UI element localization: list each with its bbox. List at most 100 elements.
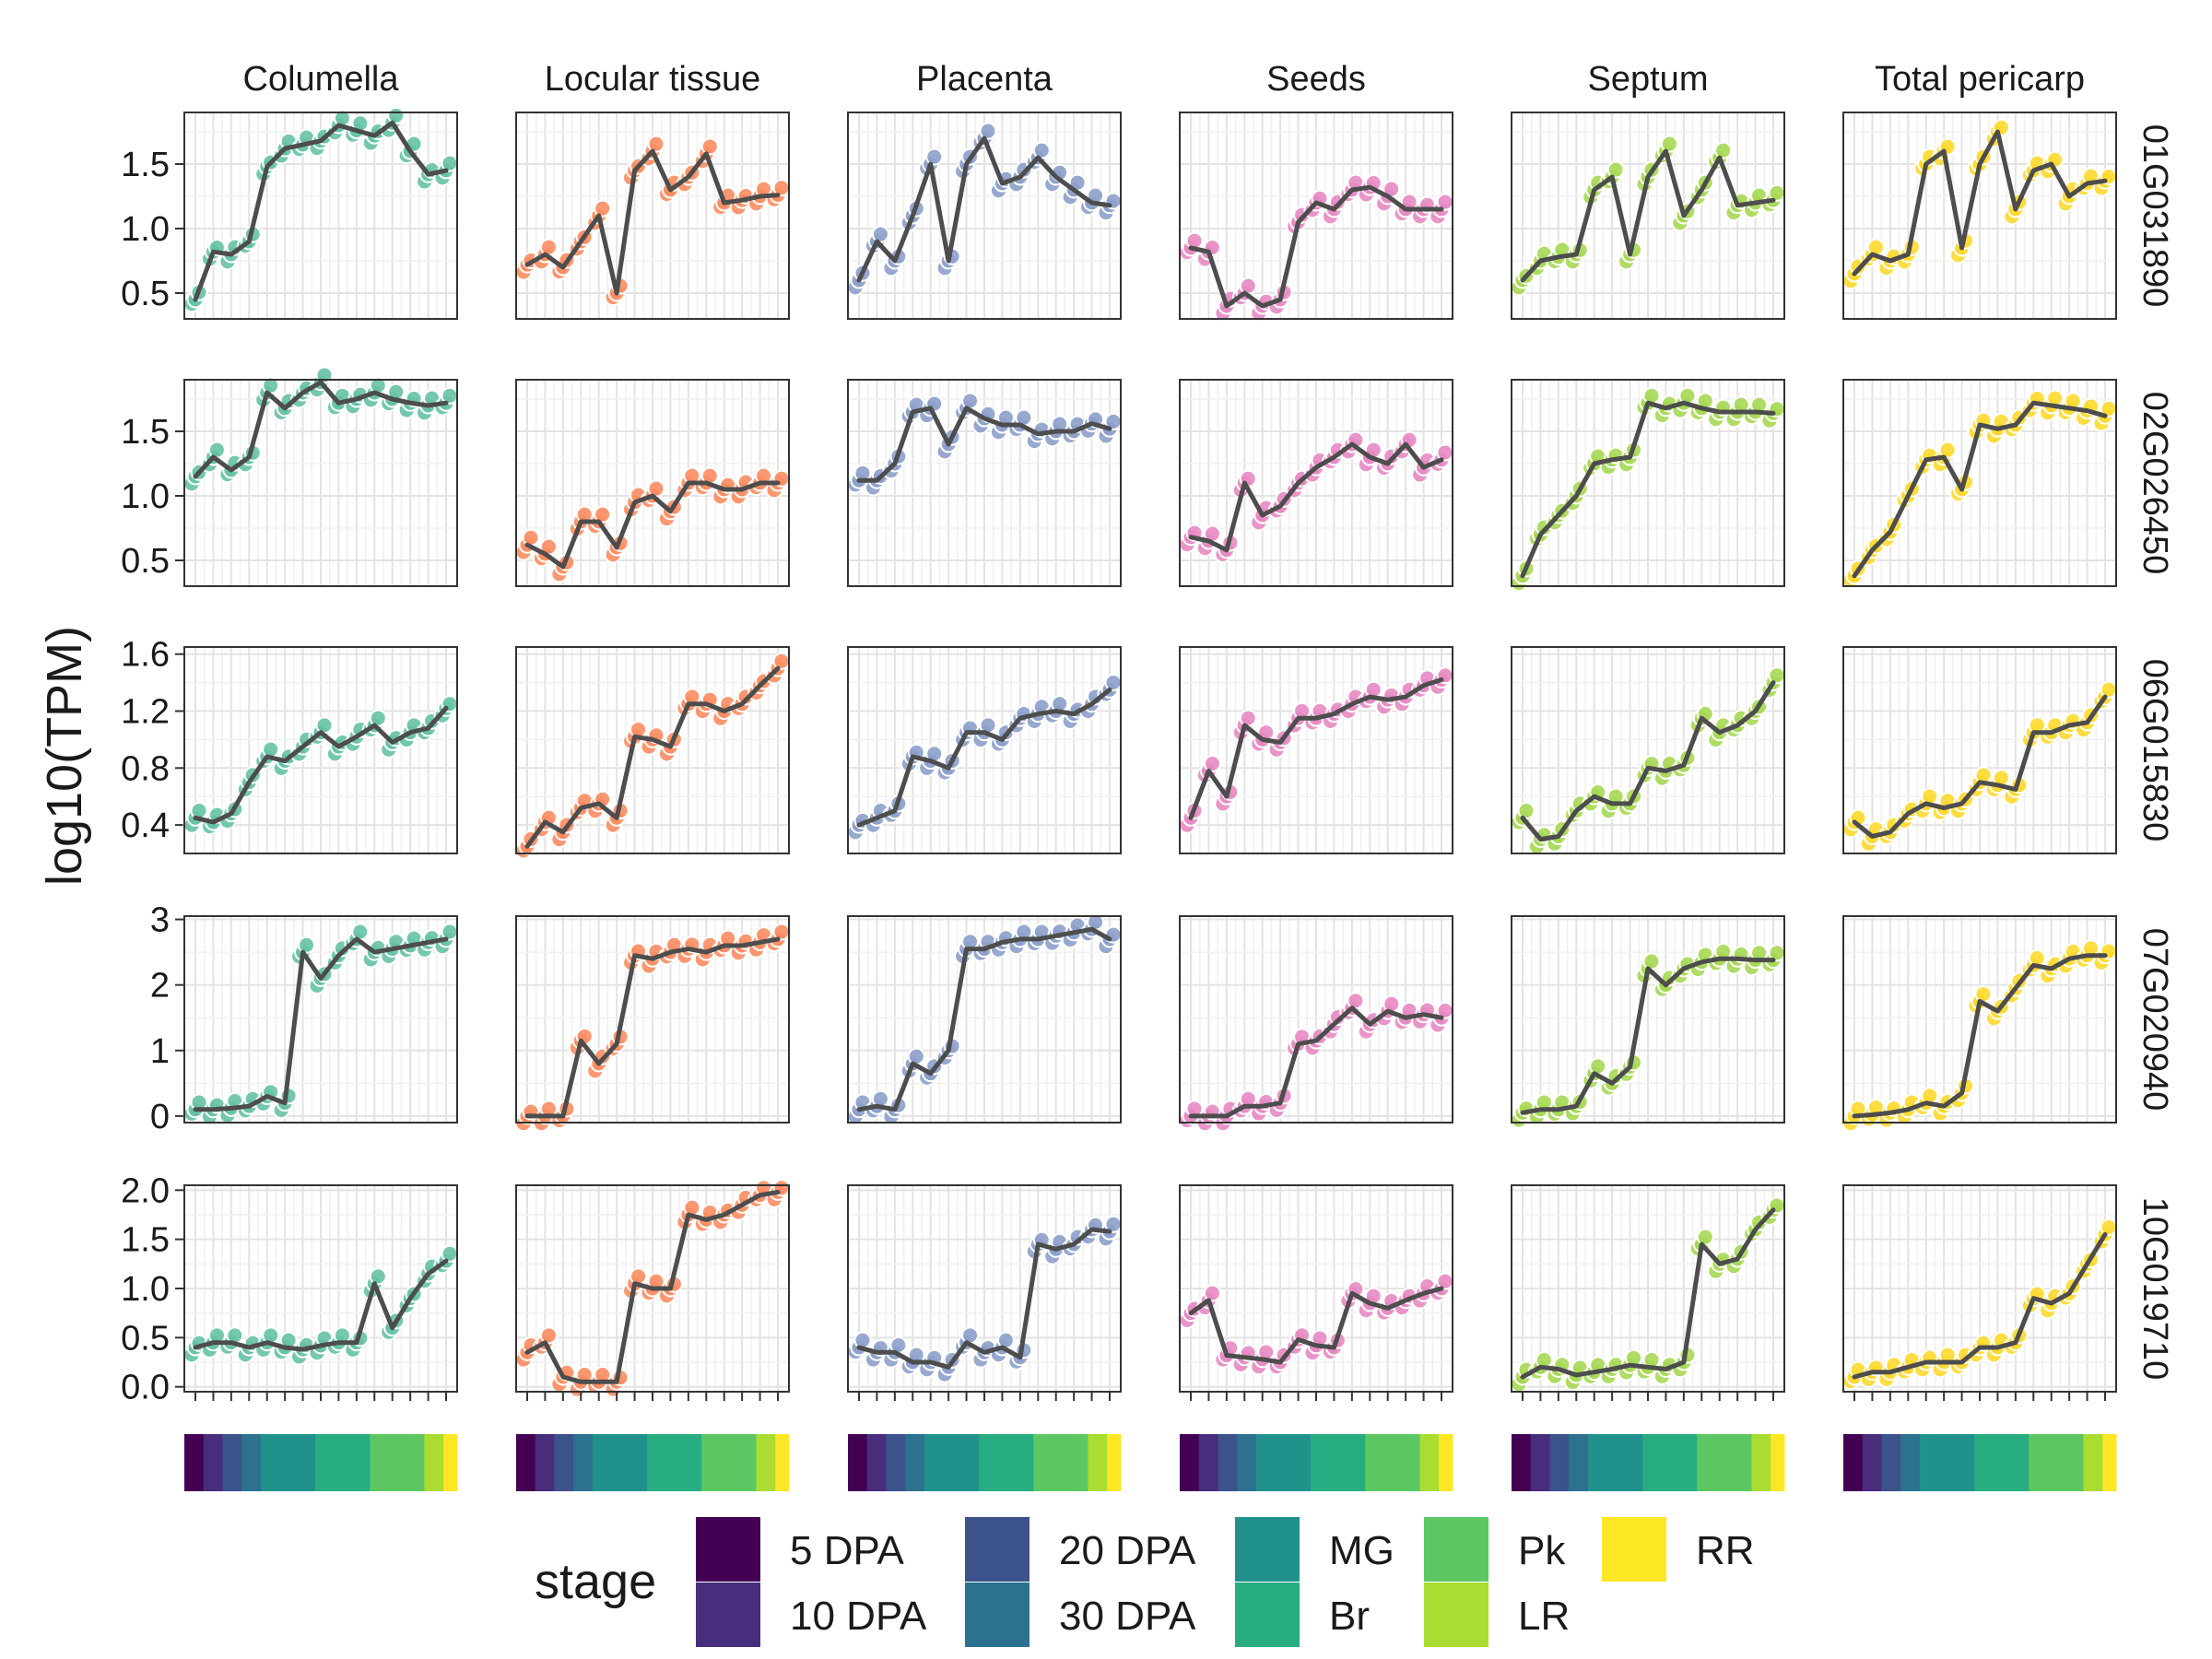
facet-panel	[1178, 112, 1454, 323]
stage-bar-segment	[2029, 1434, 2084, 1491]
y-tick-label: 0.5	[121, 542, 170, 581]
mean-line	[856, 687, 1112, 828]
facet-panel	[1178, 646, 1454, 854]
facet-panel	[514, 379, 791, 587]
stage-bar-segment	[1974, 1434, 2030, 1491]
legend-key	[696, 1517, 760, 1582]
panel-border	[1842, 112, 2117, 320]
mean-line	[856, 926, 1112, 1112]
mean-line	[1188, 677, 1444, 820]
facet-panel	[1841, 646, 2118, 854]
stage-bar-segment	[905, 1434, 925, 1491]
data-point	[907, 1047, 925, 1065]
facet-panel	[1841, 379, 2118, 590]
legend-label: MG	[1329, 1528, 1394, 1573]
stage-bar-segment	[1439, 1434, 1453, 1491]
data-point	[1239, 276, 1257, 295]
legend-label: 10 DPA	[790, 1594, 927, 1639]
panel-border	[1842, 646, 2117, 854]
facet-panel	[182, 646, 459, 854]
data-point	[1104, 674, 1123, 692]
stage-bar-segment	[1107, 1434, 1122, 1491]
stage-bar-segment	[1569, 1434, 1589, 1491]
legend: stage 5 DPA 10 DPA 20 DPA 30 DPA MG Br Pk LR RR	[535, 1517, 1755, 1647]
facet-panel	[514, 915, 791, 1133]
stage-bar-segment	[1033, 1434, 1088, 1491]
data-point	[387, 106, 406, 124]
panel-border	[847, 112, 1122, 320]
y-tick-label: 0.5	[121, 1319, 170, 1358]
row-strip-label: 02G026450	[2136, 392, 2174, 575]
y-tick-label: 0.4	[121, 806, 170, 845]
stage-bar-segment	[535, 1434, 555, 1491]
y-tick-label: 0	[150, 1098, 170, 1136]
stage-bar-segment	[1881, 1434, 1901, 1491]
legend-label: Br	[1329, 1594, 1370, 1639]
data-point	[1203, 1284, 1221, 1302]
data-point	[1239, 709, 1257, 727]
stage-bar-segment	[516, 1434, 536, 1491]
stage-bar-segment	[260, 1434, 316, 1491]
mean-line	[193, 936, 449, 1112]
data-point	[683, 1198, 701, 1217]
stage-bar-segment	[1255, 1434, 1312, 1491]
stage-bar-segment	[1697, 1434, 1752, 1491]
mean-line	[1852, 694, 2108, 839]
data-point	[539, 238, 558, 256]
panel-border	[847, 646, 1122, 854]
mean-line	[1852, 953, 2108, 1119]
panel-border	[1179, 112, 1453, 320]
data-point	[961, 1326, 980, 1345]
stage-bar-segment	[1365, 1434, 1420, 1491]
stage-bar-segment	[886, 1434, 906, 1491]
data-point	[1714, 141, 1733, 159]
legend-label: 20 DPA	[1059, 1528, 1196, 1573]
data-point	[190, 802, 208, 820]
legend-key	[1424, 1517, 1488, 1582]
panel-border	[1842, 915, 2117, 1124]
data-point	[539, 1326, 558, 1345]
data-point	[207, 441, 226, 459]
y-tick-label: 1.5	[121, 1221, 170, 1260]
mean-line	[1188, 1286, 1444, 1365]
data-point	[369, 1267, 387, 1286]
facet-panel	[514, 1179, 791, 1401]
stage-bar-segment	[592, 1434, 648, 1491]
data-point	[853, 1331, 872, 1349]
stage-bar-segment	[424, 1434, 444, 1491]
facet-panel	[1841, 112, 2118, 320]
legend-key	[1424, 1583, 1488, 1647]
facet-panel	[182, 1184, 459, 1401]
data-point	[1203, 755, 1221, 773]
y-tick-label: 0.8	[121, 749, 170, 788]
data-point	[1382, 994, 1401, 1013]
facet-panel	[1510, 379, 1786, 593]
stage-bar-segment	[1530, 1434, 1550, 1491]
stage-bar-segment	[1862, 1434, 1882, 1491]
mean-line	[1520, 1207, 1776, 1380]
facet-panel	[182, 106, 459, 320]
data-point	[1921, 787, 1939, 806]
data-point	[441, 1244, 459, 1263]
facet-panel	[1841, 915, 2118, 1133]
panel-border	[1511, 112, 1785, 320]
stage-bar-segment	[203, 1434, 223, 1491]
data-point	[979, 122, 997, 140]
legend-key	[965, 1517, 1030, 1582]
column-strip-label: Placenta	[916, 60, 1053, 99]
mean-line	[1188, 1006, 1444, 1119]
data-point	[2100, 1218, 2118, 1236]
mean-line	[1188, 441, 1444, 553]
legend-label: Pk	[1518, 1528, 1566, 1573]
panel-border	[1179, 646, 1453, 854]
y-tick-label: 1.0	[121, 210, 170, 249]
panel-border	[515, 915, 790, 1124]
stage-bar-segment	[1900, 1434, 1921, 1491]
data-point	[772, 652, 791, 670]
legend-key	[1235, 1583, 1300, 1647]
stage-bar-segment	[1919, 1434, 1975, 1491]
y-tick-label: 0.5	[121, 275, 170, 313]
stage-bar-segment	[1512, 1434, 1532, 1491]
data-point	[298, 935, 316, 954]
facet-panel	[846, 1184, 1123, 1401]
